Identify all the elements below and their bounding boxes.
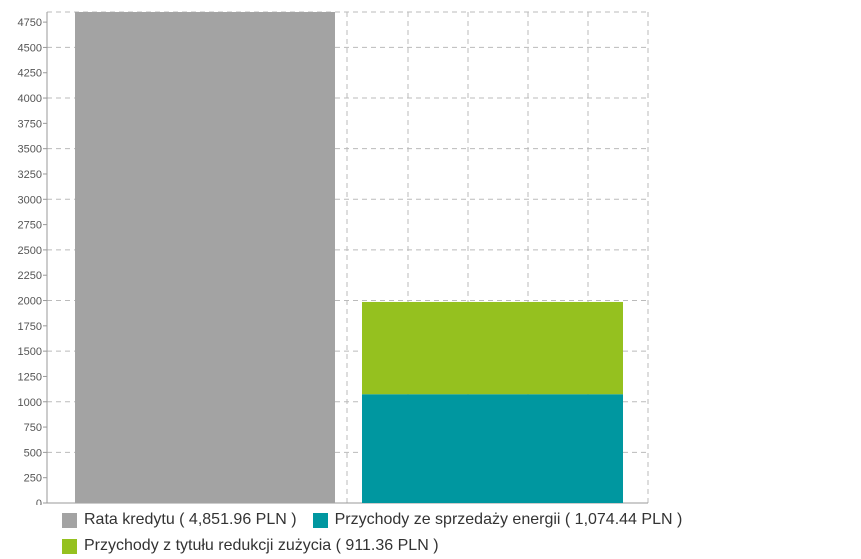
legend-row-2: Przychody z tytułu redukcji zużycia ( 91… (62, 537, 455, 555)
y-tick-label: 1500 (18, 346, 42, 358)
legend-label-energia: Przychody ze sprzedaży energii ( 1,074.4… (334, 511, 683, 528)
y-tick-label: 4750 (18, 17, 42, 29)
legend-swatch-redukcja (62, 538, 77, 554)
y-tick-label: 4500 (18, 42, 42, 54)
y-tick-label: 3250 (18, 169, 42, 181)
y-tick-label: 1750 (18, 321, 42, 333)
y-tick-label: 2750 (18, 220, 42, 232)
y-tick-label: 3000 (18, 194, 42, 206)
legend-label-redukcja: Przychody z tytułu redukcji zużycia ( 91… (84, 537, 439, 554)
y-tick-label: 2000 (18, 296, 42, 308)
y-axis-ticks: 0 250 500 750 1000 1250 1500 1750 2000 2250 2500 27… (18, 17, 47, 505)
y-tick-label: 1000 (18, 397, 42, 409)
legend-row-1: Rata kredytu ( 4,851.96 PLN ) Przychody … (62, 511, 698, 529)
legend-label-rata-kredytu: Rata kredytu ( 4,851.96 PLN ) (84, 511, 297, 528)
y-tick-label: 0 (36, 498, 42, 505)
y-tick-label: 750 (24, 422, 42, 434)
y-tick-label: 4250 (18, 68, 42, 80)
y-tick-label: 3750 (18, 118, 42, 130)
bar-2-series-2 (362, 394, 623, 503)
bar-1-series-1 (75, 12, 335, 503)
bar-2-series-3 (362, 301, 623, 395)
legend-item-rata-kredytu[interactable]: Rata kredytu ( 4,851.96 PLN ) (62, 511, 297, 529)
y-tick-label: 4000 (18, 93, 42, 105)
y-tick-label: 500 (24, 447, 42, 459)
stacked-bar-chart: 0 250 500 750 1000 1250 1500 1750 2000 2250 2500 27… (18, 11, 649, 505)
y-tick-label: 1250 (18, 371, 42, 383)
legend-item-energia[interactable]: Przychody ze sprzedaży energii ( 1,074.4… (312, 511, 683, 529)
legend-swatch-energia (312, 512, 328, 528)
y-tick-label: 2250 (18, 270, 42, 282)
legend-item-redukcja[interactable]: Przychody z tytułu redukcji zużycia ( 91… (62, 537, 439, 555)
legend-swatch-rata-kredytu (62, 512, 77, 528)
y-tick-label: 250 (24, 473, 42, 485)
y-tick-label: 3500 (18, 144, 42, 156)
y-tick-label: 2500 (18, 245, 42, 257)
bars (75, 12, 623, 503)
